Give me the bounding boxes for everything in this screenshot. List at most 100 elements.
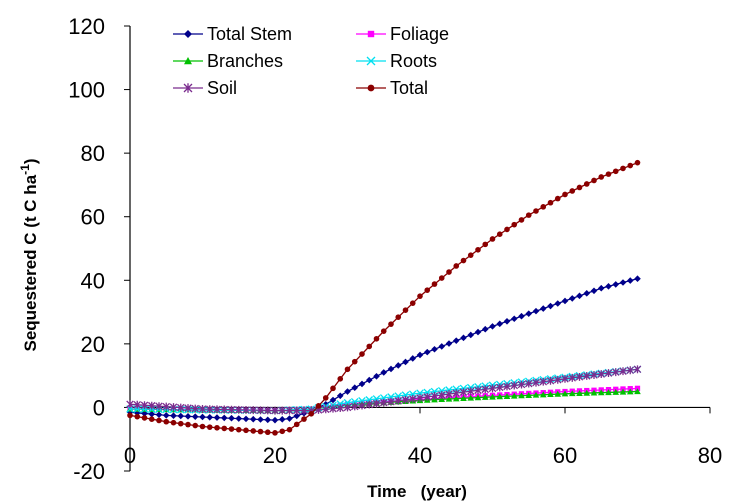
data-point: [337, 376, 344, 382]
data-point: [605, 171, 612, 177]
data-point: [517, 380, 526, 389]
data-point: [148, 416, 155, 422]
data-point: [256, 406, 265, 415]
legend-label: Total: [390, 78, 428, 98]
data-point: [365, 400, 374, 409]
legend: Total Stem Foliage Branches Roots Soil Total: [173, 24, 449, 98]
data-point: [597, 284, 605, 292]
data-point: [452, 337, 460, 344]
data-point: [475, 246, 481, 253]
data-point: [221, 425, 228, 432]
data-point: [474, 328, 482, 336]
data-point: [562, 191, 568, 198]
data-point: [590, 371, 598, 379]
legend-swatch-marker: [184, 30, 192, 38]
data-point: [634, 275, 641, 282]
data-point: [612, 388, 620, 395]
data-point: [249, 415, 257, 423]
data-point: [395, 314, 402, 320]
legend-swatch-marker: [367, 84, 375, 92]
data-point: [539, 305, 547, 312]
data-point: [300, 406, 308, 415]
data-point: [495, 383, 504, 392]
data-point: [510, 315, 518, 323]
data-point: [561, 374, 569, 383]
data-point: [242, 406, 250, 414]
data-point: [336, 404, 345, 413]
legend-label: Roots: [390, 51, 437, 71]
data-point: [286, 426, 293, 433]
series: [126, 275, 641, 424]
data-point: [127, 412, 133, 419]
data-point: [533, 208, 539, 214]
data-point: [525, 310, 533, 317]
data-point: [155, 411, 163, 419]
data-point: [431, 345, 438, 353]
data-point: [308, 410, 315, 417]
data-point: [133, 400, 142, 409]
data-point: [351, 358, 358, 365]
data-point: [293, 412, 301, 420]
data-point: [401, 395, 410, 404]
data-point: [438, 343, 446, 350]
data-point: [583, 389, 591, 396]
data-point: [590, 287, 598, 295]
data-point: [488, 384, 497, 393]
data-point: [170, 419, 177, 426]
data-point: [416, 351, 424, 359]
data-point: [199, 423, 206, 430]
data-point: [627, 162, 634, 169]
data-point: [402, 358, 409, 366]
data-point: [524, 379, 533, 388]
data-point: [228, 426, 235, 432]
y-axis-title-main: Sequestered C (t C ha: [21, 174, 40, 351]
data-point: [235, 426, 242, 433]
y-tick-label: 120: [68, 14, 105, 39]
data-point: [583, 290, 591, 297]
data-point: [257, 428, 264, 435]
data-point: [474, 394, 482, 401]
data-point: [532, 391, 540, 398]
data-point: [518, 312, 525, 320]
data-point: [141, 415, 148, 421]
data-point: [423, 348, 431, 356]
data-point: [134, 413, 141, 420]
data-point: [503, 382, 511, 391]
data-point: [301, 416, 307, 422]
legend-item: Total: [356, 78, 428, 98]
data-point: [626, 277, 634, 284]
data-point: [156, 417, 162, 424]
y-tick-label: 60: [81, 205, 105, 230]
x-axis-title: Time (year): [367, 482, 467, 501]
data-point: [373, 372, 380, 380]
data-point: [292, 406, 301, 415]
data-point: [582, 372, 591, 380]
data-point: [423, 392, 432, 401]
y-tick-label: 80: [81, 141, 105, 166]
data-point: [518, 392, 525, 399]
data-point: [249, 406, 258, 415]
data-point: [264, 429, 271, 436]
data-point: [279, 428, 286, 435]
data-point: [598, 174, 605, 180]
data-point: [191, 413, 199, 420]
data-point: [540, 204, 547, 210]
data-point: [336, 392, 344, 400]
y-axis-title-superscript: -1: [18, 164, 32, 175]
data-point: [330, 385, 336, 392]
data-point: [147, 401, 156, 410]
data-point: [568, 295, 576, 302]
x-tick-label: 60: [553, 443, 577, 468]
data-point: [576, 184, 583, 191]
data-point: [553, 375, 562, 384]
data-point: [417, 293, 423, 299]
data-point: [394, 396, 403, 405]
data-point: [176, 403, 185, 412]
data-point: [438, 275, 445, 281]
data-point: [329, 404, 337, 413]
data-point: [286, 415, 293, 422]
data-point: [220, 405, 229, 414]
data-point: [532, 378, 540, 387]
data-point: [568, 373, 577, 382]
data-point: [322, 395, 329, 401]
